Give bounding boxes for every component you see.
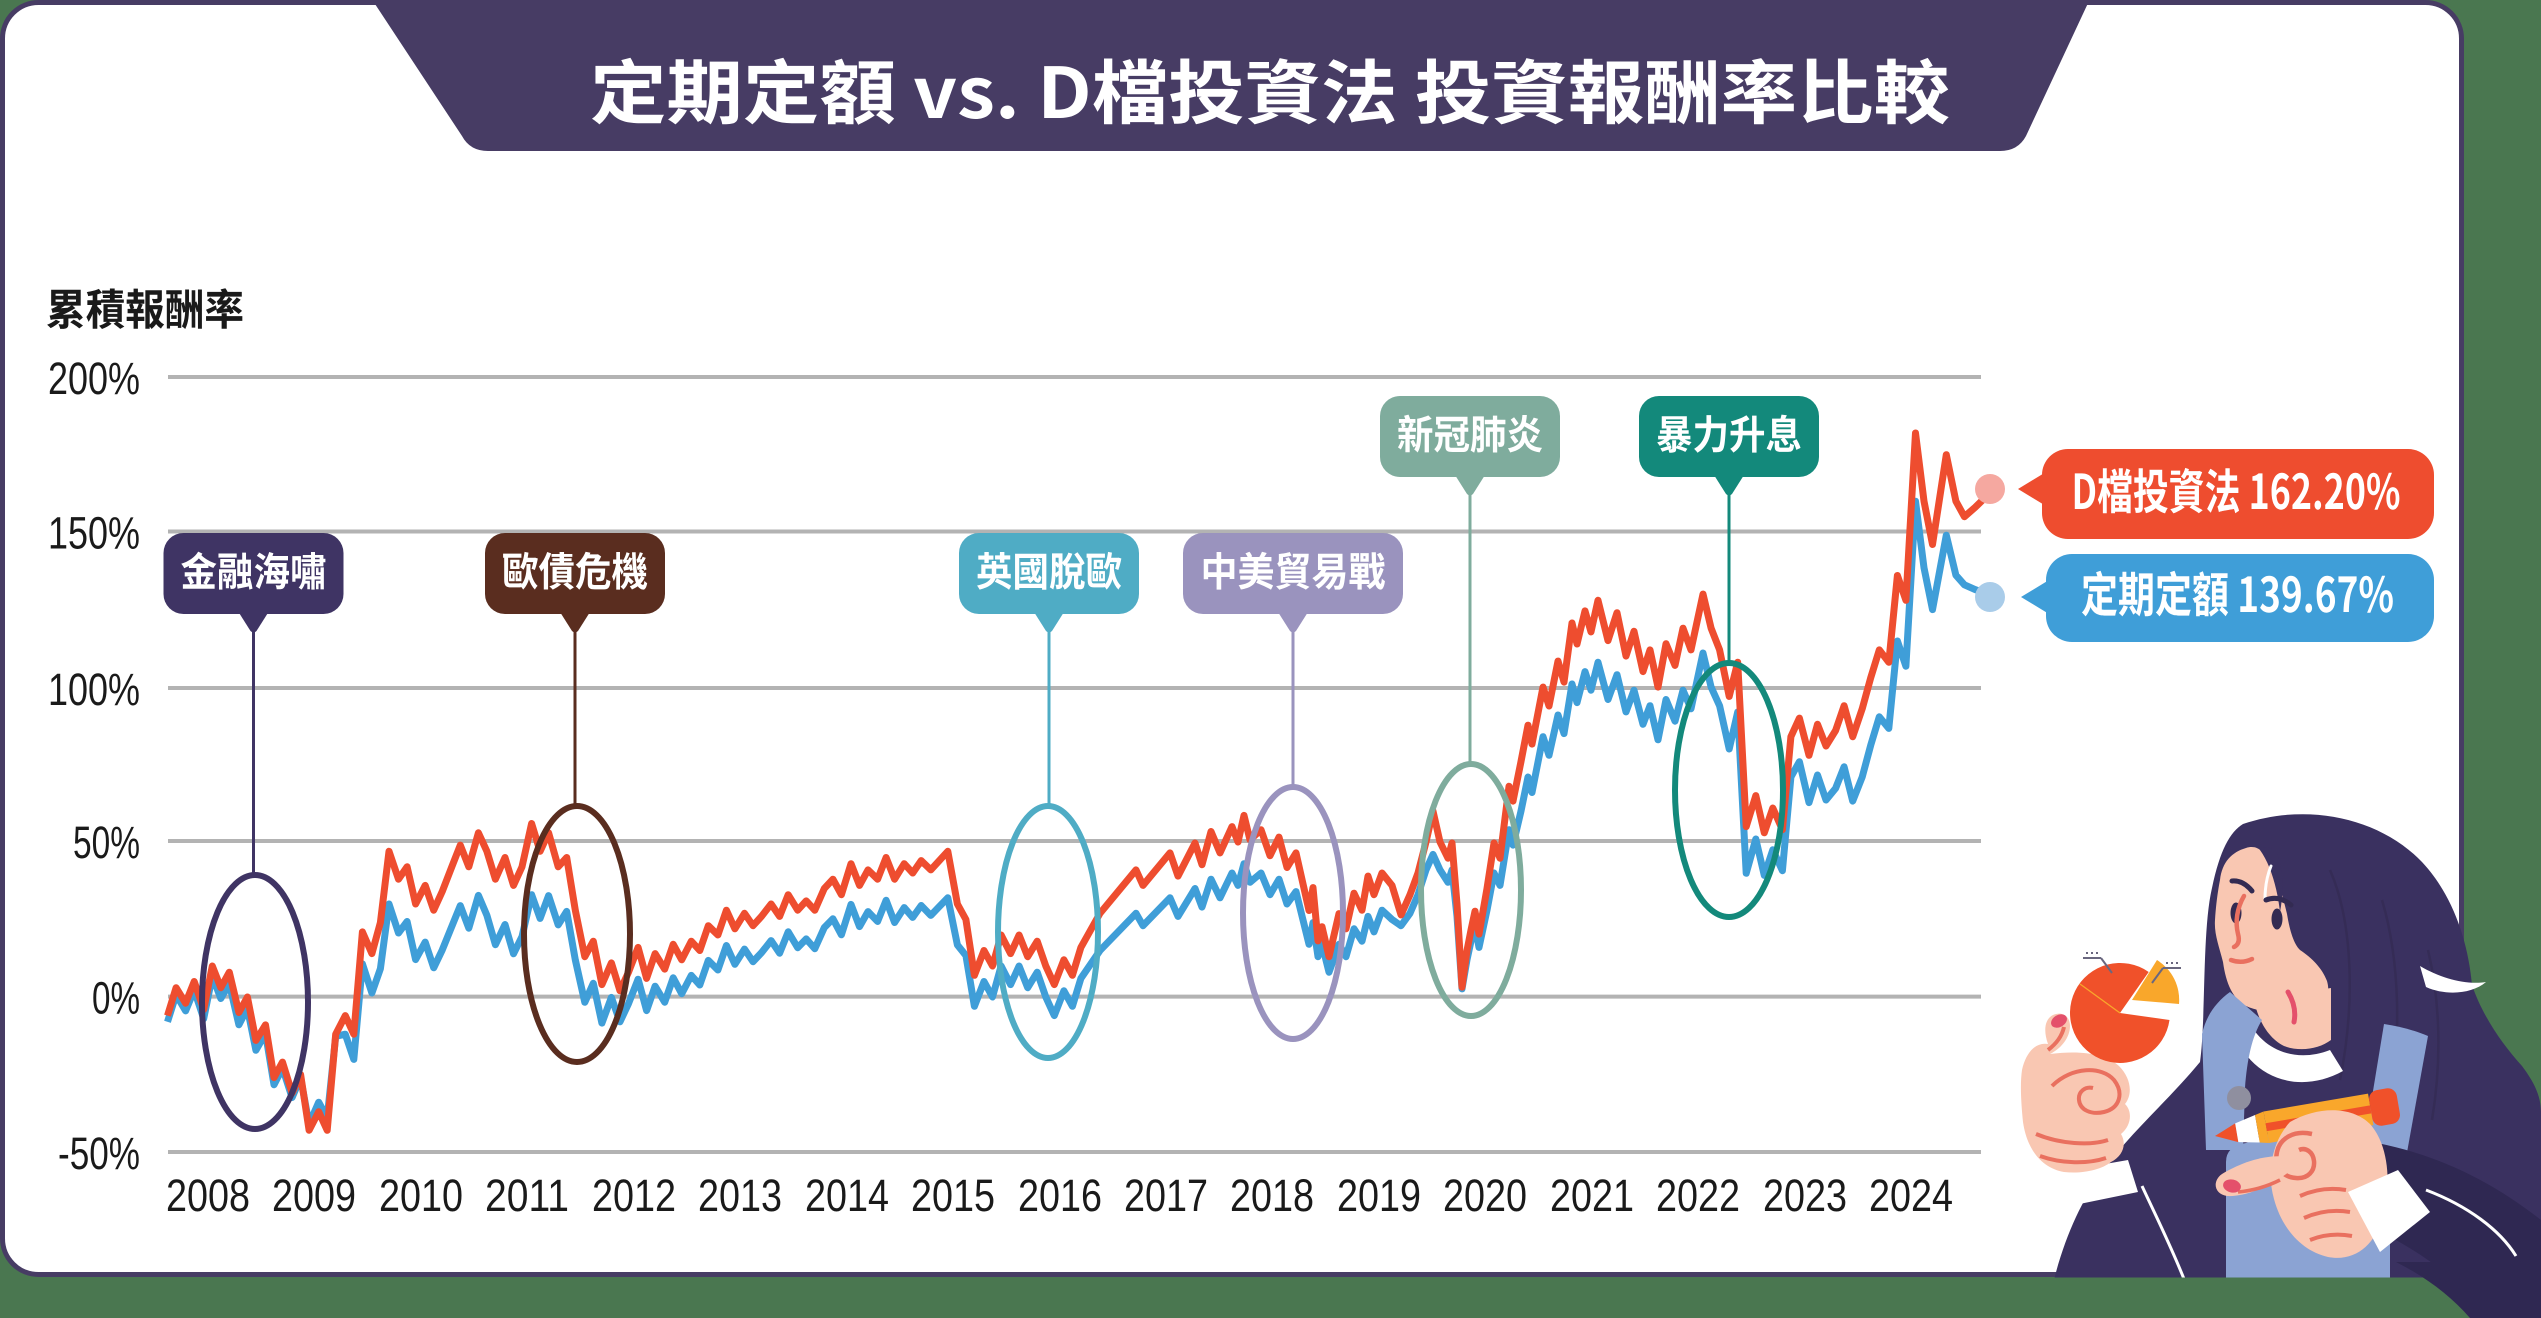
svg-text:2022: 2022 (1656, 1170, 1740, 1221)
svg-text:0%: 0% (92, 973, 140, 1024)
svg-text:2012: 2012 (592, 1170, 676, 1221)
svg-text:2017: 2017 (1124, 1170, 1208, 1221)
svg-text:-50%: -50% (58, 1128, 140, 1179)
svg-text:2013: 2013 (698, 1170, 782, 1221)
svg-text:2023: 2023 (1763, 1170, 1847, 1221)
svg-text:150%: 150% (48, 508, 140, 559)
svg-text:2011: 2011 (485, 1170, 569, 1221)
svg-text:2014: 2014 (805, 1170, 889, 1221)
svg-text:2009: 2009 (272, 1170, 356, 1221)
svg-text:100%: 100% (48, 664, 140, 715)
svg-text:50%: 50% (73, 817, 140, 868)
svg-text:2019: 2019 (1337, 1170, 1421, 1221)
svg-text:2024: 2024 (1869, 1170, 1953, 1221)
svg-text:2021: 2021 (1550, 1170, 1634, 1221)
svg-text:2015: 2015 (911, 1170, 995, 1221)
svg-text:2010: 2010 (379, 1170, 463, 1221)
svg-text:2016: 2016 (1018, 1170, 1102, 1221)
svg-text:2020: 2020 (1443, 1170, 1527, 1221)
svg-text:2008: 2008 (166, 1170, 250, 1221)
svg-text:200%: 200% (48, 353, 140, 404)
svg-text:2018: 2018 (1230, 1170, 1314, 1221)
